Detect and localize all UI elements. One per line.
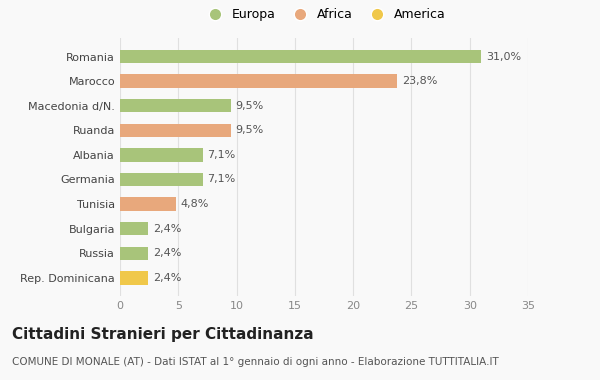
Bar	[120, 222, 148, 236]
Text: COMUNE DI MONALE (AT) - Dati ISTAT al 1° gennaio di ogni anno - Elaborazione TUT: COMUNE DI MONALE (AT) - Dati ISTAT al 1°…	[12, 357, 499, 367]
Text: Cittadini Stranieri per Cittadinanza: Cittadini Stranieri per Cittadinanza	[12, 327, 314, 342]
Bar	[120, 247, 148, 260]
Text: 2,4%: 2,4%	[152, 224, 181, 234]
Text: 7,1%: 7,1%	[208, 150, 236, 160]
Text: 4,8%: 4,8%	[181, 199, 209, 209]
Bar	[120, 271, 148, 285]
Text: 2,4%: 2,4%	[152, 248, 181, 258]
Text: 2,4%: 2,4%	[152, 273, 181, 283]
Bar	[120, 74, 397, 88]
Text: 23,8%: 23,8%	[402, 76, 437, 86]
Bar	[120, 50, 481, 63]
Text: 7,1%: 7,1%	[208, 174, 236, 185]
Text: 9,5%: 9,5%	[235, 125, 263, 135]
Text: 9,5%: 9,5%	[235, 101, 263, 111]
Bar	[120, 173, 203, 186]
Text: 31,0%: 31,0%	[486, 52, 521, 62]
Bar	[120, 124, 231, 137]
Bar	[120, 148, 203, 162]
Bar	[120, 197, 176, 211]
Bar	[120, 99, 231, 112]
Legend: Europa, Africa, America: Europa, Africa, America	[197, 3, 451, 26]
